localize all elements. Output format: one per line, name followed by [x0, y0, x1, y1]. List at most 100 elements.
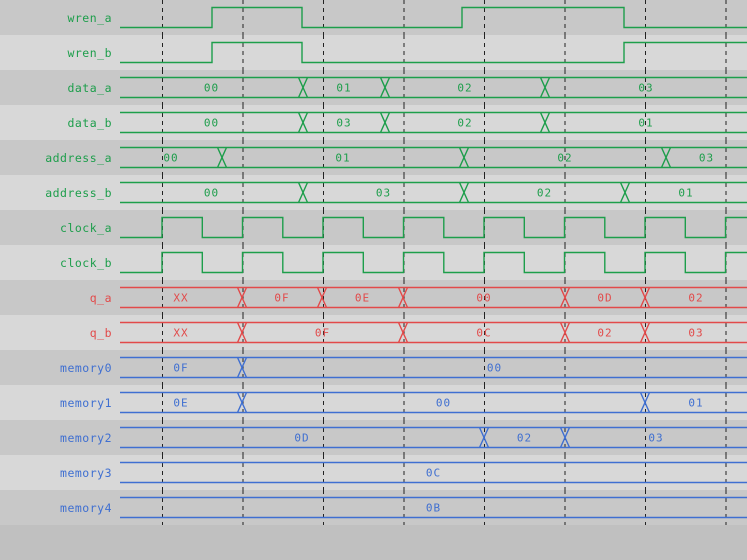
bus-value-q_b-4: 03: [688, 327, 703, 340]
bus-value-memory3-0: 0C: [426, 467, 441, 480]
signal-rail-memory0-upper: [120, 356, 747, 378]
signal-trace-clock_a: [120, 216, 747, 239]
bus-value-data_b-3: 01: [638, 117, 653, 130]
signal-label-q_b: q_b: [89, 325, 112, 340]
wave-area-clock_a[interactable]: [120, 210, 747, 245]
wave-area-q_b[interactable]: XX 0F 0C 02 03: [120, 315, 747, 350]
waveform-row-address_b[interactable]: address_b 00 03 02 01: [0, 175, 747, 210]
signal-rail-address_b-lower: [120, 182, 747, 204]
signal-label-clock_b: clock_b: [60, 255, 112, 270]
bus-value-memory2-1: 02: [517, 432, 532, 445]
waveform-row-q_a[interactable]: q_a XX 0F 0E 00 0D 02: [0, 280, 747, 315]
bus-value-data_a-2: 02: [457, 82, 472, 95]
bus-value-data_a-0: 00: [204, 82, 219, 95]
waveform-row-clock_b[interactable]: clock_b: [0, 245, 747, 280]
waveform-row-clock_a[interactable]: clock_a: [0, 210, 747, 245]
signal-trace-wren_a: [120, 6, 747, 29]
signal-rail-address_a-lower: [120, 147, 747, 169]
waveform-row-memory0[interactable]: memory0 0F 00: [0, 350, 747, 385]
signal-label-memory0: memory0: [60, 360, 112, 375]
waveform-row-wren_a[interactable]: wren_a: [0, 0, 747, 35]
signal-label-wrap-memory3[interactable]: memory3: [0, 455, 112, 490]
wave-area-wren_a[interactable]: [120, 0, 747, 35]
bus-value-address_a-3: 03: [699, 152, 714, 165]
bus-value-address_a-0: 00: [163, 152, 178, 165]
wave-area-address_a[interactable]: 00 01 02 03: [120, 140, 747, 175]
signal-label-wren_b: wren_b: [67, 45, 112, 60]
wave-area-memory3[interactable]: 0C: [120, 455, 747, 490]
bus-value-q_a-5: 02: [688, 292, 703, 305]
waveform-row-memory1[interactable]: memory1 0E 00 01: [0, 385, 747, 420]
signal-label-wrap-memory0[interactable]: memory0: [0, 350, 112, 385]
wave-area-memory2[interactable]: 0D 02 03: [120, 420, 747, 455]
wave-area-clock_b[interactable]: [120, 245, 747, 280]
wave-area-wren_b[interactable]: [120, 35, 747, 70]
bus-value-q_b-2: 0C: [476, 327, 491, 340]
waveform-row-memory3[interactable]: memory3 0C: [0, 455, 747, 490]
wave-area-memory4[interactable]: 0B: [120, 490, 747, 525]
signal-label-memory4: memory4: [60, 500, 112, 515]
bus-value-memory2-0: 0D: [294, 432, 309, 445]
wave-area-data_b[interactable]: 00 03 02 01: [120, 105, 747, 140]
waveform-row-wren_b[interactable]: wren_b: [0, 35, 747, 70]
bus-value-q_b-3: 02: [597, 327, 612, 340]
bus-value-q_a-3: 00: [476, 292, 491, 305]
bus-value-data_b-0: 00: [204, 117, 219, 130]
signal-rail-memory0-lower: [120, 357, 747, 379]
signal-label-address_b: address_b: [45, 185, 112, 200]
signal-label-wrap-q_a[interactable]: q_a: [0, 280, 112, 315]
wave-area-memory1[interactable]: 0E 00 01: [120, 385, 747, 420]
waveform-row-address_a[interactable]: address_a 00 01 02 03: [0, 140, 747, 175]
bus-value-memory1-2: 01: [688, 397, 703, 410]
signal-label-wrap-q_b[interactable]: q_b: [0, 315, 112, 350]
bus-value-data_b-1: 03: [336, 117, 351, 130]
signal-label-q_a: q_a: [89, 290, 112, 305]
bus-value-memory1-1: 00: [436, 397, 451, 410]
wave-area-memory0[interactable]: 0F 00: [120, 350, 747, 385]
signal-label-wrap-wren_a[interactable]: wren_a: [0, 0, 112, 35]
signal-label-wrap-memory4[interactable]: memory4: [0, 490, 112, 525]
signal-label-wrap-data_b[interactable]: data_b: [0, 105, 112, 140]
signal-label-memory1: memory1: [60, 395, 112, 410]
bus-value-address_b-1: 03: [376, 187, 391, 200]
signal-rail-memory2-lower: [120, 427, 747, 449]
waveform-row-data_b[interactable]: data_b 00 03 02 01: [0, 105, 747, 140]
signal-label-wrap-clock_b[interactable]: clock_b: [0, 245, 112, 280]
bus-value-address_a-2: 02: [557, 152, 572, 165]
signal-label-data_b: data_b: [67, 115, 112, 130]
wave-area-address_b[interactable]: 00 03 02 01: [120, 175, 747, 210]
waveform-row-memory4[interactable]: memory4 0B: [0, 490, 747, 525]
bus-value-data_a-3: 03: [638, 82, 653, 95]
wave-area-q_a[interactable]: XX 0F 0E 00 0D 02: [120, 280, 747, 315]
bus-value-data_a-1: 01: [336, 82, 351, 95]
bus-value-q_a-1: 0F: [274, 292, 289, 305]
signal-label-wrap-clock_a[interactable]: clock_a: [0, 210, 112, 245]
signal-label-wrap-memory2[interactable]: memory2: [0, 420, 112, 455]
signal-label-wrap-memory1[interactable]: memory1: [0, 385, 112, 420]
waveform-row-memory2[interactable]: memory2 0D 02 03: [0, 420, 747, 455]
signal-label-address_a: address_a: [45, 150, 112, 165]
bus-value-address_a-1: 01: [335, 152, 350, 165]
signal-label-memory3: memory3: [60, 465, 112, 480]
signal-label-wrap-address_b[interactable]: address_b: [0, 175, 112, 210]
signal-trace-clock_b: [120, 251, 747, 274]
bus-value-address_b-0: 00: [204, 187, 219, 200]
bus-value-memory0-1: 00: [487, 362, 502, 375]
signal-label-clock_a: clock_a: [60, 220, 112, 235]
signal-rail-memory1-upper: [120, 391, 747, 413]
waveform-row-data_a[interactable]: data_a 00 01 02 03: [0, 70, 747, 105]
signal-label-wren_a: wren_a: [67, 10, 112, 25]
signal-rail-memory1-lower: [120, 392, 747, 414]
wave-area-data_a[interactable]: 00 01 02 03: [120, 70, 747, 105]
waveform-row-q_b[interactable]: q_b XX 0F 0C 02 03: [0, 315, 747, 350]
bus-value-q_b-1: 0F: [315, 327, 330, 340]
signal-rail-q_b-lower: [120, 322, 747, 344]
signal-label-wrap-address_a[interactable]: address_a: [0, 140, 112, 175]
signal-label-wrap-wren_b[interactable]: wren_b: [0, 35, 112, 70]
signal-rail-q_b-upper: [120, 321, 747, 343]
bus-value-memory4-0: 0B: [426, 502, 441, 515]
signal-label-wrap-data_a[interactable]: data_a: [0, 70, 112, 105]
signal-rail-data_a-lower: [120, 77, 747, 99]
signal-rail-q_a-upper: [120, 286, 747, 308]
